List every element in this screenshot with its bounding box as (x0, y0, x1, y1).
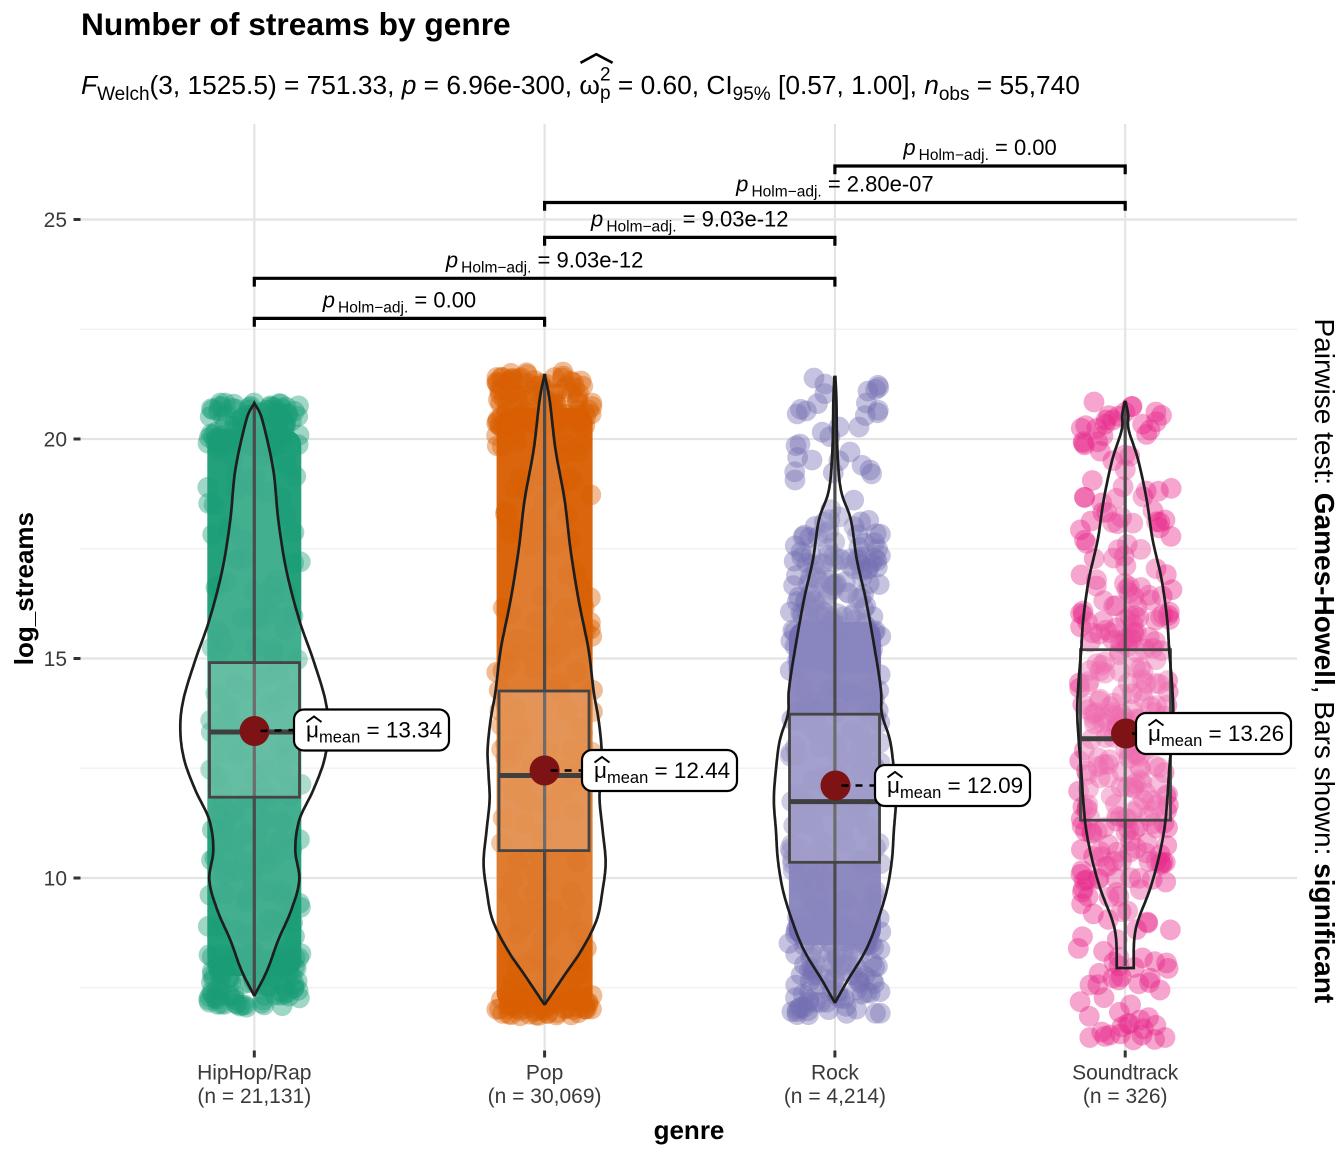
svg-text:p Holm−adj. = 0.00: p Holm−adj. = 0.00 (322, 287, 476, 316)
svg-text:log_streams: log_streams (9, 512, 39, 665)
svg-text:(n = 30,069): (n = 30,069) (488, 1085, 602, 1108)
svg-text:Pairwise test: Games-Howell, B: Pairwise test: Games-Howell, Bars shown:… (1309, 319, 1340, 1004)
svg-text:(n = 4,214): (n = 4,214) (784, 1085, 886, 1108)
svg-text:10: 10 (44, 867, 67, 890)
svg-text:(n = 21,131): (n = 21,131) (197, 1085, 311, 1108)
svg-text:25: 25 (44, 209, 67, 232)
svg-text:Soundtrack: Soundtrack (1072, 1062, 1179, 1085)
svg-text:Pop: Pop (526, 1062, 563, 1085)
svg-text:FWelch(3, 1525.5) = 751.33, p: FWelch(3, 1525.5) = 751.33, p = 6.96e-30… (81, 65, 1080, 106)
svg-text:μmean = 12.44: μmean = 12.44 (594, 758, 730, 787)
svg-text:p Holm−adj. = 9.03e-12: p Holm−adj. = 9.03e-12 (590, 206, 789, 235)
svg-text:Rock: Rock (811, 1062, 859, 1085)
svg-text:20: 20 (44, 428, 67, 451)
svg-text:(n = 326): (n = 326) (1083, 1085, 1168, 1108)
svg-text:15: 15 (44, 648, 67, 671)
svg-text:p Holm−adj. = 2.80e-07: p Holm−adj. = 2.80e-07 (735, 172, 934, 201)
svg-text:genre: genre (654, 1115, 725, 1145)
svg-text:μmean = 12.09: μmean = 12.09 (887, 773, 1023, 802)
svg-text:p Holm−adj. = 9.03e-12: p Holm−adj. = 9.03e-12 (445, 247, 644, 276)
svg-text:HipHop/Rap: HipHop/Rap (197, 1062, 311, 1085)
svg-text:Number of streams by genre: Number of streams by genre (81, 6, 511, 42)
svg-text:p Holm−adj. = 0.00: p Holm−adj. = 0.00 (902, 135, 1056, 164)
